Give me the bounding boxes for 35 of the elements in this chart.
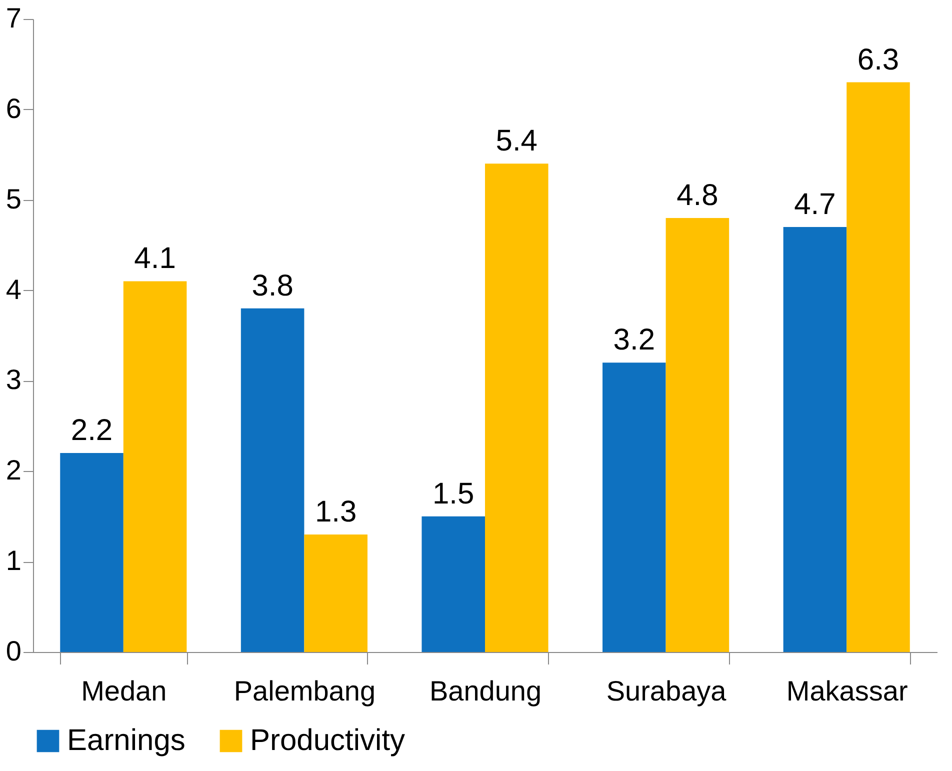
data-label: 4.7 (794, 188, 836, 221)
data-label: 1.5 (432, 477, 474, 510)
y-tick-label: 0 (6, 636, 22, 666)
y-tick-label: 2 (6, 454, 22, 486)
x-tick-label: Palembang (234, 676, 376, 706)
bar (602, 362, 666, 652)
x-tick-label: Makassar (786, 676, 908, 706)
data-label: 4.8 (676, 178, 718, 212)
y-tick-label: 3 (6, 364, 22, 396)
x-tick-label: Bandung (429, 676, 542, 706)
bar (783, 226, 847, 652)
y-tick-label: 6 (6, 92, 22, 124)
bar (666, 218, 730, 652)
legend-label: Productivity (250, 724, 406, 757)
data-label: 2.2 (70, 414, 113, 448)
x-tick-label: Surabaya (606, 676, 727, 706)
y-tick-label: 4 (6, 274, 22, 305)
data-label: 1.3 (314, 495, 357, 528)
bar (304, 534, 368, 652)
bar (123, 281, 187, 652)
data-label: 5.4 (496, 124, 538, 158)
data-label: 6.3 (857, 43, 900, 76)
x-tick-label: Medan (81, 676, 167, 706)
bar (240, 308, 304, 652)
data-label: 3.2 (613, 324, 656, 357)
y-tick-label: 7 (6, 2, 22, 34)
bar (485, 164, 548, 652)
y-tick-label: 1 (6, 545, 22, 576)
data-label: 4.1 (134, 242, 176, 276)
bar (846, 82, 910, 652)
legend-label: Earnings (67, 724, 186, 757)
data-label: 3.8 (252, 269, 294, 302)
bar (422, 516, 485, 652)
y-tick-label: 5 (6, 183, 22, 214)
bar (60, 453, 124, 652)
